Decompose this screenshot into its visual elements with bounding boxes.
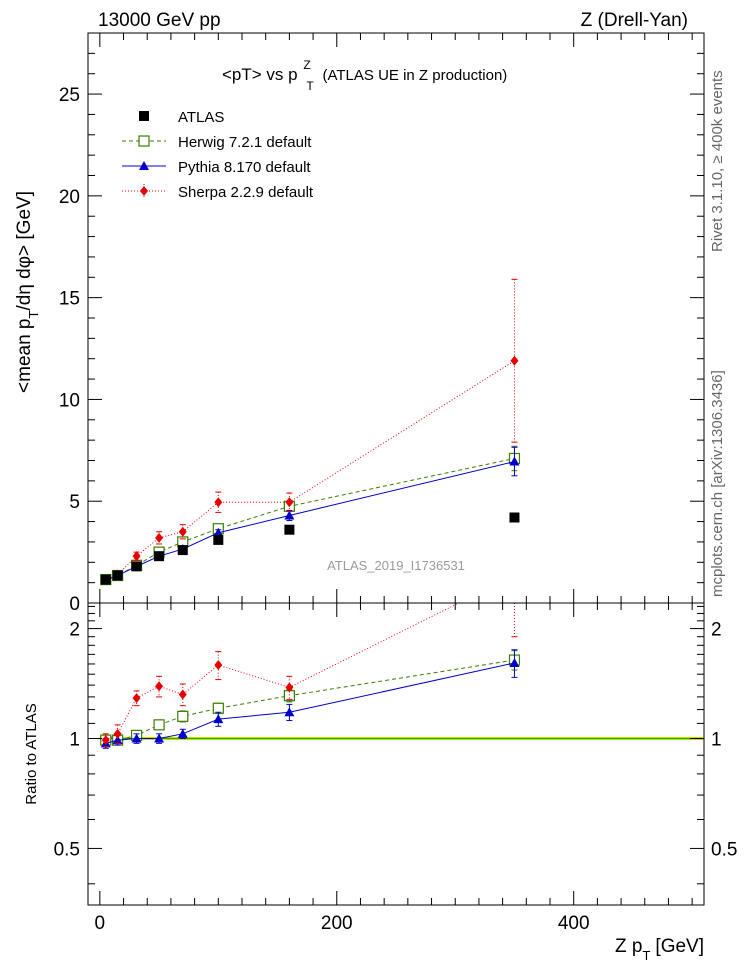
xlabel: Z pT [GeV] — [615, 936, 704, 963]
xtick-label: 200 — [321, 913, 353, 934]
top-ylabel: <mean pT/dη dφ> [GeV] — [14, 191, 41, 393]
ratio-panel-data — [100, 570, 521, 749]
top-atlas-marker — [213, 534, 224, 545]
ratio-ytick-label-right: 1 — [711, 730, 722, 751]
ratio-herwig-series — [100, 650, 521, 746]
legend-marker-pythia — [139, 161, 149, 170]
plot-title: <pT> vs p Z T (ATLAS UE in Z production) — [222, 54, 507, 94]
ratio-sherpa-marker — [178, 689, 187, 700]
top-sherpa-marker — [178, 526, 187, 537]
xtick-label: 0 — [95, 913, 106, 934]
plot-title-sup: Z — [303, 58, 310, 72]
ratio-herwig-line — [105, 659, 515, 741]
top-atlas-marker — [177, 545, 188, 556]
header-right: Z (Drell-Yan) — [581, 10, 688, 31]
ratio-pythia-marker — [177, 728, 188, 738]
xlabel-sub: T — [642, 948, 650, 963]
legend-marker-atlas — [139, 111, 149, 121]
plot-title-main: <pT> vs p — [222, 65, 298, 84]
ratio-sherpa-marker — [285, 682, 294, 693]
ratio-ytick-label-right: 2 — [711, 620, 722, 641]
top-ytick-label: 10 — [59, 390, 80, 411]
ratio-reference-band — [99, 736, 705, 741]
top-sherpa-marker — [155, 532, 164, 543]
ratio-pythia-marker — [213, 714, 224, 724]
xlabel-unit: [GeV] — [655, 936, 704, 957]
ratio-ytick-label: 2 — [69, 620, 80, 641]
plot-title-suffix: (ATLAS UE in Z production) — [323, 67, 508, 84]
top-sherpa-marker — [510, 355, 519, 366]
xlabel-main: Z p — [615, 936, 642, 957]
top-ylabel-sub: T — [26, 311, 41, 319]
ratio-pythia-line — [105, 662, 515, 744]
ratio-ytick-label-right: 0.5 — [711, 839, 737, 860]
header-left: 13000 GeV pp — [98, 10, 221, 31]
ratio-ylabel: Ratio to ATLAS — [23, 703, 40, 804]
ratio-sherpa-line — [105, 603, 460, 741]
top-pythia-marker — [213, 527, 224, 537]
top-panel-data — [100, 278, 521, 586]
ratio-sherpa-marker — [155, 681, 164, 692]
analysis-watermark: ATLAS_2019_I1736531 — [327, 558, 465, 573]
ratio-pythia-series — [100, 649, 520, 749]
legend-marker-sherpa — [140, 186, 148, 196]
top-sherpa-marker — [214, 497, 223, 508]
legend: ATLAS Herwig 7.2.1 default Pythia 8.170 … — [122, 109, 314, 201]
top-atlas-marker — [284, 524, 295, 535]
ratio-panel-frame — [87, 602, 705, 906]
top-pythia-marker — [284, 510, 295, 520]
top-atlas-marker — [154, 551, 165, 562]
ratio-sherpa-marker — [214, 659, 223, 670]
legend-label-atlas: ATLAS — [178, 109, 224, 126]
mcplots-label: mcplots.cern.ch [arXiv:1306.3436] — [709, 370, 726, 597]
legend-label-pythia: Pythia 8.170 default — [178, 159, 311, 176]
top-atlas-marker — [100, 574, 111, 585]
ratio-ytick-label: 0.5 — [54, 839, 80, 860]
ratio-sherpa-marker — [101, 735, 110, 746]
ratio-pythia-marker — [509, 657, 520, 667]
ratio-sherpa-marker — [132, 693, 141, 704]
top-ytick-label: 25 — [59, 85, 80, 106]
legend-marker-herwig — [138, 135, 150, 147]
ratio-sherpa-marker — [510, 570, 518, 580]
top-ytick-label: 15 — [59, 289, 80, 310]
top-atlas-series — [100, 512, 520, 585]
top-ylabel-main: <mean p — [14, 319, 35, 393]
top-sherpa-series — [101, 278, 519, 586]
top-sherpa-marker — [285, 497, 294, 508]
ratio-sherpa-series — [101, 570, 518, 748]
ratio-pythia-marker — [131, 733, 142, 743]
legend-label-sherpa: Sherpa 2.2.9 default — [178, 184, 314, 201]
top-sherpa-marker — [132, 551, 141, 562]
rivet-label: Rivet 3.1.10, ≥ 400k events — [709, 70, 726, 252]
ratio-pythia-marker — [112, 735, 123, 745]
top-sherpa-line — [105, 360, 515, 581]
legend-label-herwig: Herwig 7.2.1 default — [178, 134, 312, 151]
top-ylabel-rest: /dη dφ> [GeV] — [14, 191, 35, 311]
top-pythia-marker — [509, 456, 520, 466]
top-ytick-label: 5 — [69, 492, 80, 513]
ratio-sherpa-marker — [113, 728, 122, 739]
top-ytick-label: 0 — [69, 594, 80, 615]
top-atlas-marker — [112, 570, 123, 581]
ratio-herwig-marker — [153, 719, 165, 731]
ratio-herwig-marker — [177, 710, 189, 722]
xtick-label: 400 — [558, 913, 590, 934]
ratio-pythia-marker — [284, 707, 295, 717]
ratio-pythia-marker — [154, 733, 165, 743]
plot-title-sub: T — [306, 79, 314, 93]
ratio-ytick-label: 1 — [69, 730, 80, 751]
top-atlas-marker — [509, 512, 520, 523]
top-atlas-marker — [131, 561, 142, 572]
top-ytick-label: 20 — [59, 187, 80, 208]
axes: 0 5 10 15 20 25 0 200 400 0.5 0.5 1 1 2 2 — [54, 33, 737, 934]
